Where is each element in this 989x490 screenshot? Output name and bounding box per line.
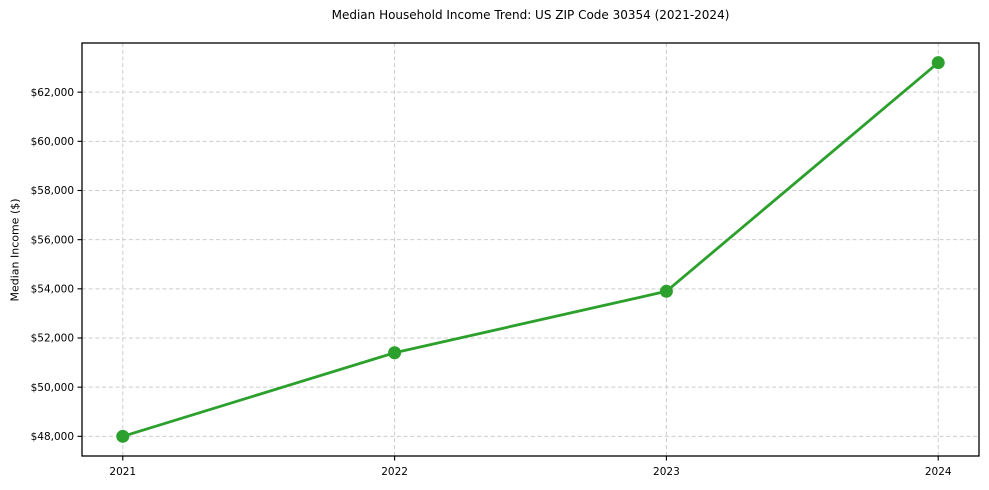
x-tick-label: 2022 — [381, 466, 408, 478]
x-tick-label: 2023 — [653, 466, 680, 478]
data-point-marker — [659, 284, 673, 298]
y-tick-label: $50,000 — [31, 382, 74, 394]
data-point-marker — [116, 429, 130, 443]
y-tick-label: $48,000 — [31, 431, 74, 443]
trend-line — [121, 61, 940, 438]
chart-title: Median Household Income Trend: US ZIP Co… — [331, 8, 730, 22]
data-point-marker — [388, 346, 402, 360]
y-tick-label: $54,000 — [31, 284, 74, 296]
x-tick-label: 2024 — [925, 466, 952, 478]
plot-border — [81, 42, 980, 457]
y-tick-label: $62,000 — [31, 87, 74, 99]
data-point-marker — [931, 56, 945, 70]
x-tick-label: 2021 — [109, 466, 136, 478]
y-tick-label: $58,000 — [31, 185, 74, 197]
y-tick-label: $52,000 — [31, 333, 74, 345]
y-tick-label: $56,000 — [31, 234, 74, 246]
y-tick-label: $60,000 — [31, 136, 74, 148]
